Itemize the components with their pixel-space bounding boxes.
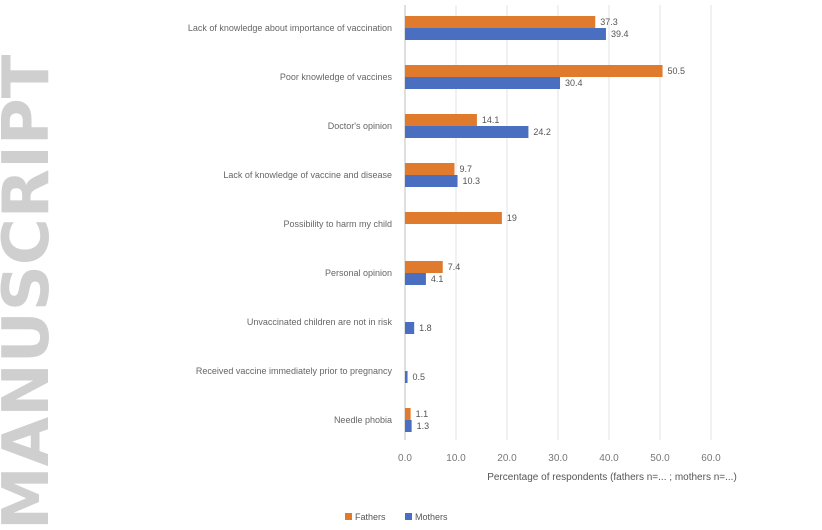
x-tick-label: 10.0: [446, 453, 466, 464]
bar-fathers: [405, 163, 455, 175]
x-tick-label: 0.0: [398, 453, 412, 464]
x-tick-label: 30.0: [548, 453, 568, 464]
x-tick-label: 20.0: [497, 453, 517, 464]
data-label: 1.1: [416, 409, 429, 419]
data-label: 50.5: [668, 66, 686, 76]
x-tick-label: 60.0: [701, 453, 721, 464]
category-label: Unvaccinated children are not in risk: [247, 317, 393, 327]
bar-mothers: [405, 273, 426, 285]
data-label: 1.8: [419, 323, 432, 333]
bar-mothers: [405, 126, 529, 138]
category-label: Poor knowledge of vaccines: [280, 72, 393, 82]
bar-mothers: [405, 322, 415, 334]
legend-entry: Fathers: [355, 512, 386, 522]
x-tick-label: 50.0: [650, 453, 670, 464]
x-tick-label: 40.0: [599, 453, 619, 464]
legend: Fathers Mothers: [345, 512, 448, 522]
category-label: Possibility to harm my child: [283, 219, 392, 229]
bar-mothers: [405, 28, 606, 40]
legend-swatch: [345, 513, 352, 520]
category-label: Lack of knowledge of vaccine and disease: [223, 170, 392, 180]
bar-fathers: [405, 16, 596, 28]
bar-fathers: [405, 261, 443, 273]
bar-fathers: [405, 114, 477, 126]
bar-mothers: [405, 77, 561, 89]
category-label: Doctor's opinion: [328, 121, 392, 131]
bar-mothers: [405, 420, 412, 432]
bar-fathers: [405, 408, 411, 420]
data-label: 24.2: [533, 127, 551, 137]
bar-mothers: [405, 175, 458, 187]
bar-fathers: [405, 65, 663, 77]
x-axis-title: Percentage of respondents (fathers n=...…: [487, 472, 737, 483]
bar-mothers: [405, 371, 408, 383]
labels: 0.0 10.0 20.0 30.0 40.0 50.0 60.0 Lack of knowl…: [188, 17, 721, 464]
data-label: 1.3: [417, 421, 430, 431]
data-label: 39.4: [611, 29, 629, 39]
bar-fathers: [405, 212, 502, 224]
legend-entry: Mothers: [415, 512, 448, 522]
category-label: Received vaccine immediately prior to pr…: [196, 366, 393, 376]
data-label: 19: [507, 213, 517, 223]
category-label: Lack of knowledge about importance of va…: [188, 23, 392, 33]
category-label: Personal opinion: [325, 268, 392, 278]
data-label: 37.3: [600, 17, 618, 27]
data-label: 9.7: [459, 164, 472, 174]
data-label: 14.1: [482, 115, 500, 125]
data-label: 30.4: [565, 78, 583, 88]
data-label: 10.3: [463, 176, 481, 186]
category-label: Needle phobia: [334, 415, 392, 425]
data-label: 7.4: [448, 262, 461, 272]
data-label: 4.1: [431, 274, 444, 284]
bars: [405, 16, 663, 432]
legend-swatch: [405, 513, 412, 520]
data-label: 0.5: [413, 372, 426, 382]
